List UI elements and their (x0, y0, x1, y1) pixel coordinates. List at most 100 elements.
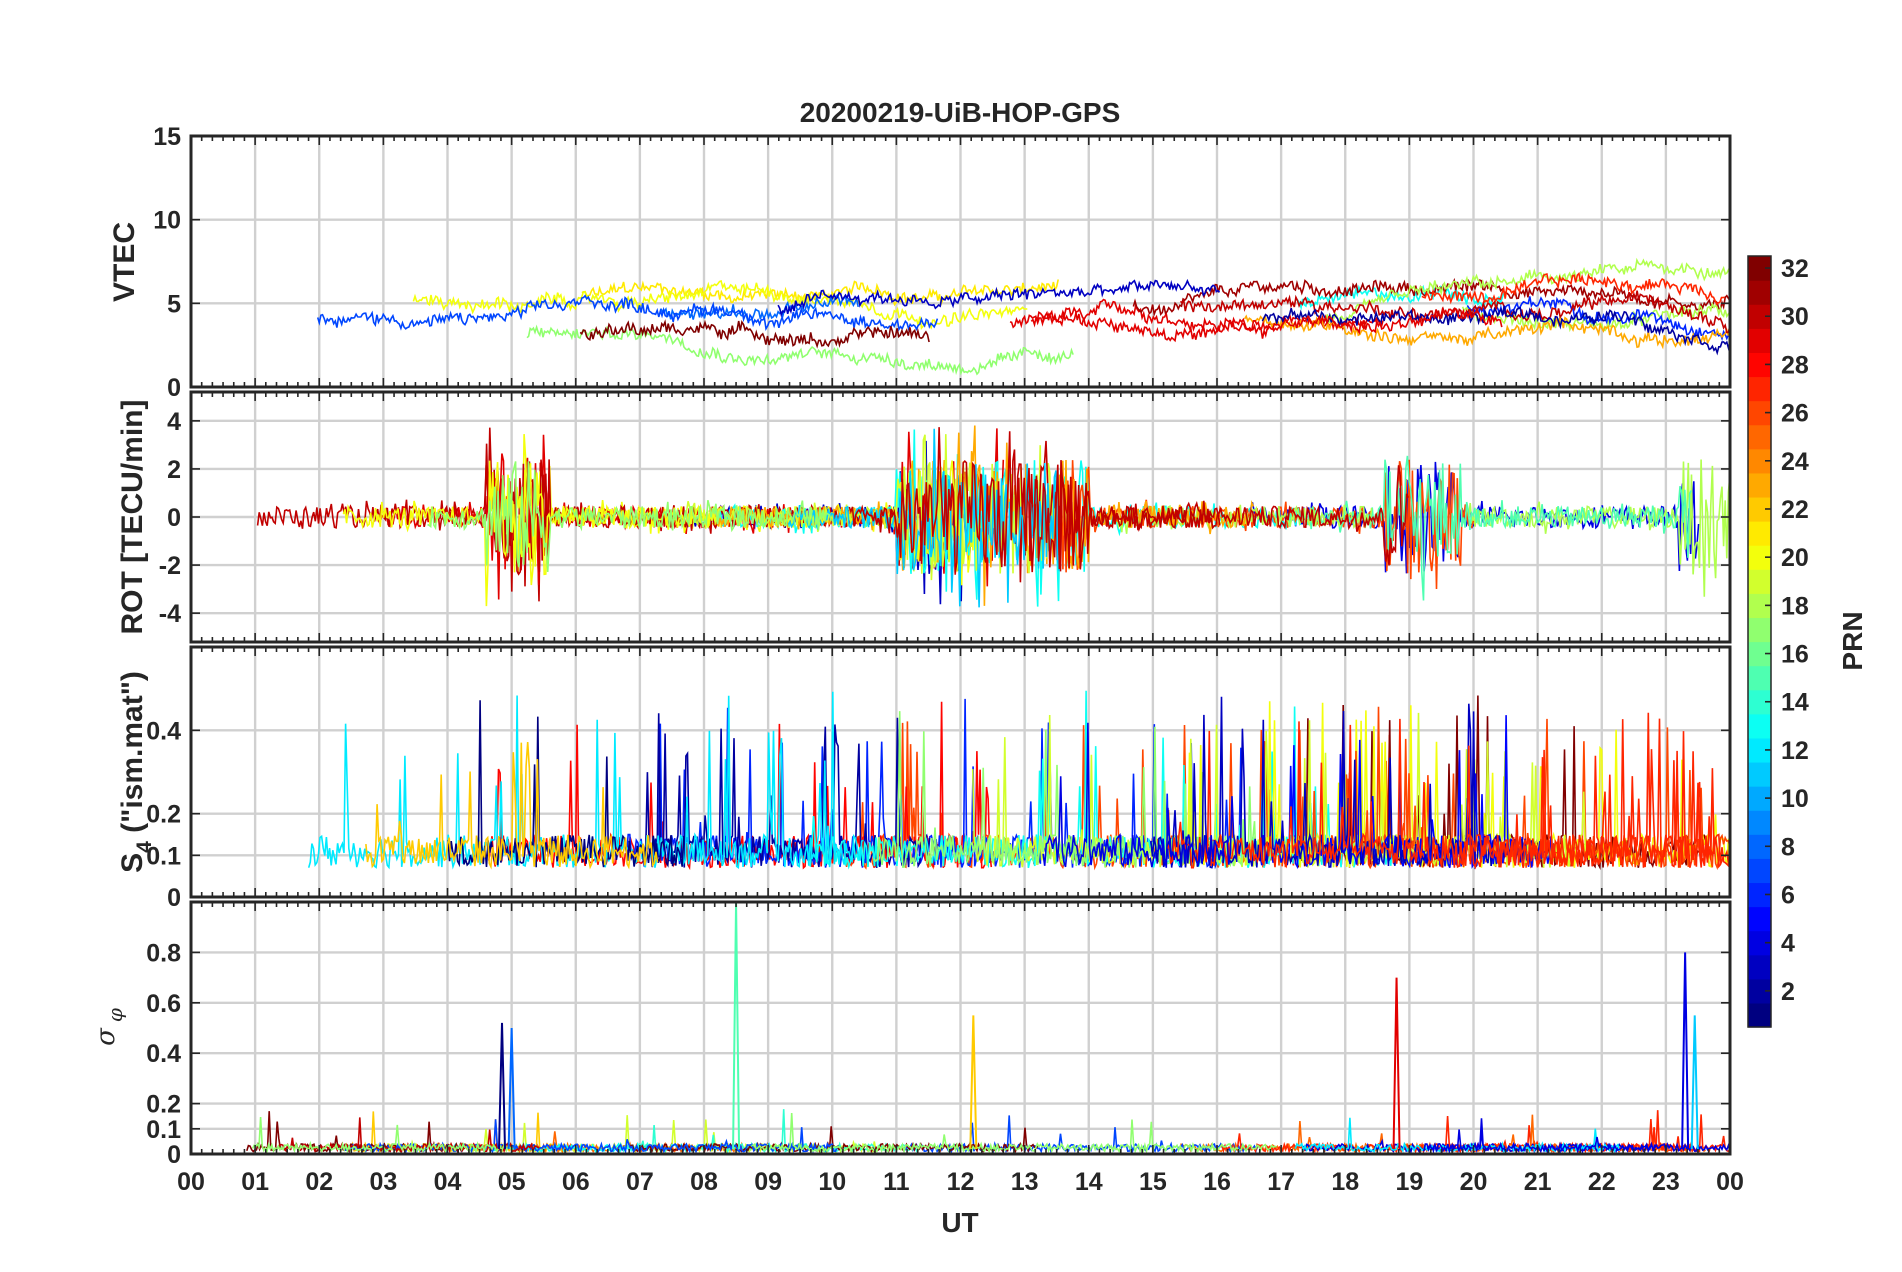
y-tick-label: 0.6 (146, 990, 181, 1018)
colorbar-segment (1748, 256, 1771, 281)
satellite-trace (751, 1112, 1277, 1155)
colorbar-segment (1748, 713, 1771, 739)
x-tick-label: 02 (305, 1168, 333, 1196)
satellite-trace (1150, 696, 1539, 870)
colorbar-tick-label: 18 (1781, 592, 1809, 620)
colorbar-tick-label: 16 (1781, 641, 1809, 669)
colorbar-segment (1748, 665, 1771, 691)
colorbar-segment (1748, 376, 1771, 402)
vtec-yticks: 0 5 10 15 (153, 123, 181, 402)
x-tick-label: 00 (1716, 1168, 1744, 1196)
colorbar-segment (1748, 424, 1771, 450)
satellite-trace (427, 461, 832, 573)
x-tick-label: 00 (177, 1168, 205, 1196)
sigma-phi-ylabel-phi: φ (103, 1008, 127, 1022)
sigma-phi-ticks (190, 902, 1731, 1155)
x-tick-label: 20 (1460, 1168, 1488, 1196)
y-tick-label: 0 (167, 504, 181, 532)
chart-title: 20200219-UiB-HOP-GPS (800, 97, 1121, 128)
colorbar-gradient (1748, 256, 1771, 1028)
x-tick-label: 19 (1395, 1168, 1423, 1196)
x-tick-label: 17 (1267, 1168, 1295, 1196)
colorbar-segment (1748, 352, 1771, 378)
satellite-trace (1042, 722, 1238, 868)
colorbar-segment (1748, 882, 1771, 908)
colorbar-segment (1748, 593, 1771, 619)
y-tick-label: 0 (167, 1141, 181, 1169)
satellite-trace (1009, 306, 1503, 343)
satellite-trace (1261, 305, 1731, 356)
colorbar-tick-label: 10 (1781, 785, 1809, 813)
vtec-traces (316, 257, 1731, 376)
colorbar-segment (1748, 930, 1771, 956)
x-tick-label: 13 (1011, 1168, 1039, 1196)
colorbar-segment (1748, 810, 1771, 835)
satellite-trace (1014, 440, 1409, 583)
colorbar-segment (1748, 737, 1771, 763)
y-tick-label: 2 (167, 456, 181, 484)
y-tick-label: 10 (153, 207, 181, 235)
sigma-phi-spike (732, 901, 741, 1149)
x-tick-label: 08 (690, 1168, 718, 1196)
vtec-grid (191, 136, 1730, 387)
x-tick-label: 14 (1075, 1168, 1103, 1196)
x-tick-label: 10 (818, 1168, 846, 1196)
s4-ylabel-rest: ("ism.mat") (116, 671, 149, 841)
sigma-phi-traces (246, 901, 1731, 1155)
colorbar-segment (1748, 545, 1771, 570)
rot-yticks: -4 -2 0 2 4 (159, 408, 181, 628)
x-tick-label: 21 (1524, 1168, 1552, 1196)
colorbar-segment (1748, 978, 1771, 1004)
x-tick-label: 22 (1588, 1168, 1616, 1196)
s4-ylabel-sub: 4 (133, 841, 156, 853)
x-tick-label: 01 (241, 1168, 269, 1196)
colorbar-tick-label: 4 (1781, 930, 1795, 958)
y-tick-label: 5 (167, 290, 181, 318)
sigma-phi-ylabel: σφ (91, 1008, 127, 1046)
colorbar-segment (1748, 617, 1771, 643)
y-tick-label: 0 (167, 884, 181, 912)
colorbar-label: PRN (1837, 611, 1868, 670)
colorbar-segment (1748, 906, 1771, 932)
satellite-trace (365, 742, 659, 870)
colorbar-segment (1748, 834, 1771, 859)
s4-panel: 0 0.1 0.2 0.4 S4 ("ism.mat") (116, 645, 1732, 912)
colorbar-frame (1747, 255, 1772, 1028)
satellite-trace (1466, 296, 1731, 342)
rot-traces (256, 425, 1731, 608)
satellite-trace (777, 278, 1221, 318)
colorbar-segment (1748, 786, 1771, 811)
x-tick-label: 16 (1203, 1168, 1231, 1196)
satellite-trace (1243, 314, 1731, 350)
x-tick-label: 15 (1139, 1168, 1167, 1196)
colorbar-segment (1748, 689, 1771, 715)
x-axis-label: UT (941, 1207, 978, 1238)
colorbar-segment (1748, 304, 1771, 329)
colorbar-tick-label: 2 (1781, 978, 1795, 1006)
y-tick-label: 0.2 (146, 801, 181, 829)
colorbar-segment (1748, 954, 1771, 980)
s4-ylabel: S4 ("ism.mat") (116, 671, 156, 873)
sigma-phi-grid (191, 902, 1730, 1154)
x-tick-label: 23 (1652, 1168, 1680, 1196)
vtec-panel: 0 5 10 15 VTEC (108, 123, 1732, 402)
x-tick-label: 12 (947, 1168, 975, 1196)
colorbar-segment (1748, 1002, 1771, 1028)
satellite-trace (1294, 1117, 1621, 1154)
colorbar-segment (1748, 400, 1771, 426)
satellite-trace (1324, 257, 1731, 325)
x-tick-label: 09 (754, 1168, 782, 1196)
satellite-trace (1132, 277, 1731, 318)
y-tick-label: 0.1 (146, 1116, 181, 1144)
rot-panel: -4 -2 0 2 4 ROT [TECU/min] (116, 390, 1732, 644)
colorbar-tick-label: 30 (1781, 303, 1809, 331)
sigma-phi-spike (1690, 1015, 1699, 1149)
vtec-ylabel: VTEC (108, 222, 141, 302)
sigma-phi-panel: 00.10.2 0.4 0.6 0.8 σφ (91, 900, 1732, 1169)
satellite-trace (660, 293, 859, 322)
s4-traces (307, 690, 1731, 871)
satellite-trace (787, 428, 1060, 608)
colorbar-segment (1748, 280, 1771, 305)
y-tick-label: 0.4 (146, 717, 181, 745)
